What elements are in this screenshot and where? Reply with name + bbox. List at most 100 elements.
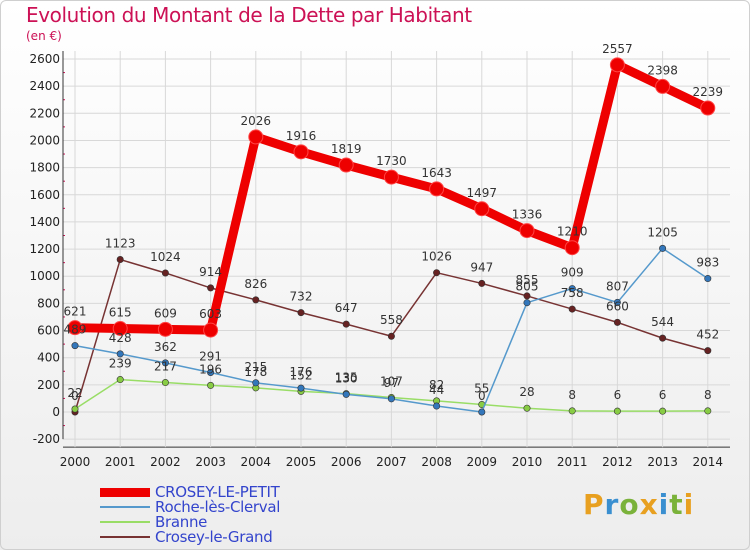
data-label: 1819	[331, 142, 362, 156]
logo-letter: i	[683, 488, 695, 521]
data-label: 1210	[557, 225, 588, 239]
data-point	[252, 296, 260, 304]
data-label: 217	[154, 360, 177, 374]
data-point	[116, 350, 124, 358]
data-label: 239	[109, 357, 132, 371]
data-point	[338, 157, 354, 173]
data-label: 758	[561, 286, 584, 300]
data-point	[478, 408, 486, 416]
y-tick-label: 2200	[29, 106, 60, 120]
legend-label: Crosey-le-Grand	[155, 528, 273, 546]
x-tick-label: 2002	[150, 455, 181, 469]
data-label: 947	[470, 260, 493, 274]
x-tick-label: 2012	[602, 455, 633, 469]
x-tick-label: 2000	[60, 455, 91, 469]
data-label: 55	[474, 382, 489, 396]
y-tick-label: 2400	[29, 79, 60, 93]
y-tick-label: 200	[37, 378, 60, 392]
data-point	[564, 240, 580, 256]
data-label: 362	[154, 340, 177, 354]
data-label: 807	[606, 279, 629, 293]
data-label: 2026	[241, 114, 272, 128]
data-label: 609	[154, 306, 177, 320]
data-label: 2398	[647, 63, 678, 77]
y-tick-label: 400	[37, 351, 60, 365]
legend-swatch	[100, 487, 150, 497]
data-point	[523, 404, 531, 412]
data-point	[523, 299, 531, 307]
x-tick-label: 2010	[512, 455, 543, 469]
y-tick-label: 1200	[29, 242, 60, 256]
data-label: 1643	[421, 166, 452, 180]
legend-label: Branne	[155, 513, 208, 531]
data-label: 0	[71, 389, 79, 403]
data-point	[248, 129, 264, 145]
data-label: 914	[199, 265, 222, 279]
data-label: 603	[199, 307, 222, 321]
chart-title: Evolution du Montant de la Dette par Hab…	[26, 3, 472, 27]
data-point	[67, 320, 83, 336]
data-label: 1205	[647, 225, 678, 239]
data-point	[387, 395, 395, 403]
data-point	[161, 269, 169, 277]
logo-letter: P	[583, 488, 605, 521]
data-label: 2557	[602, 42, 633, 56]
data-point	[116, 256, 124, 264]
data-point	[383, 169, 399, 185]
x-tick-label: 2006	[331, 455, 362, 469]
data-point	[613, 407, 621, 415]
data-point	[704, 407, 712, 415]
data-point	[659, 407, 667, 415]
data-label: 452	[696, 328, 719, 342]
data-point	[568, 285, 576, 293]
legend-label: Roche-lès-Clerval	[155, 498, 281, 516]
data-point	[704, 347, 712, 355]
data-point	[609, 57, 625, 73]
data-point	[429, 181, 445, 197]
data-label: 196	[199, 362, 222, 376]
data-label: 135	[335, 371, 358, 385]
y-tick-label: 1400	[29, 215, 60, 229]
y-tick-label: 2600	[29, 52, 60, 66]
data-point	[700, 100, 716, 116]
legend-swatch	[100, 536, 150, 538]
data-label: 826	[244, 277, 267, 291]
data-point	[297, 384, 305, 392]
logo-letter: i	[658, 488, 670, 521]
x-tick-label: 2004	[241, 455, 272, 469]
data-point	[297, 309, 305, 317]
legend-item: Roche-lès-Clerval	[100, 498, 400, 516]
data-label: 22	[67, 386, 82, 400]
data-label: 983	[696, 256, 719, 270]
x-tick-label: 2013	[647, 455, 678, 469]
data-label: 8	[704, 388, 712, 402]
data-label: 1730	[376, 154, 407, 168]
data-label: 558	[380, 313, 403, 327]
data-point	[71, 342, 79, 350]
legend-item: Branne	[100, 513, 400, 531]
data-point	[116, 376, 124, 384]
chart-unit: (en €)	[26, 29, 62, 43]
data-point	[161, 359, 169, 367]
data-label: 178	[244, 365, 267, 379]
data-label: 544	[651, 315, 674, 329]
data-label: 1497	[467, 186, 498, 200]
data-point	[252, 379, 260, 387]
data-label: 2239	[693, 85, 724, 99]
data-point	[478, 279, 486, 287]
y-tick-label: 0	[52, 405, 60, 419]
data-label: 909	[561, 266, 584, 280]
data-point	[71, 405, 79, 413]
x-tick-label: 2008	[421, 455, 452, 469]
x-tick-label: 2007	[376, 455, 407, 469]
data-label: 97	[384, 376, 399, 390]
data-label: 489	[64, 323, 87, 337]
data-label: 28	[519, 385, 534, 399]
data-point	[613, 318, 621, 326]
data-point	[207, 284, 215, 292]
data-label: 291	[199, 349, 222, 363]
data-point	[659, 334, 667, 342]
data-label: 215	[244, 360, 267, 374]
legend-swatch	[100, 506, 150, 508]
